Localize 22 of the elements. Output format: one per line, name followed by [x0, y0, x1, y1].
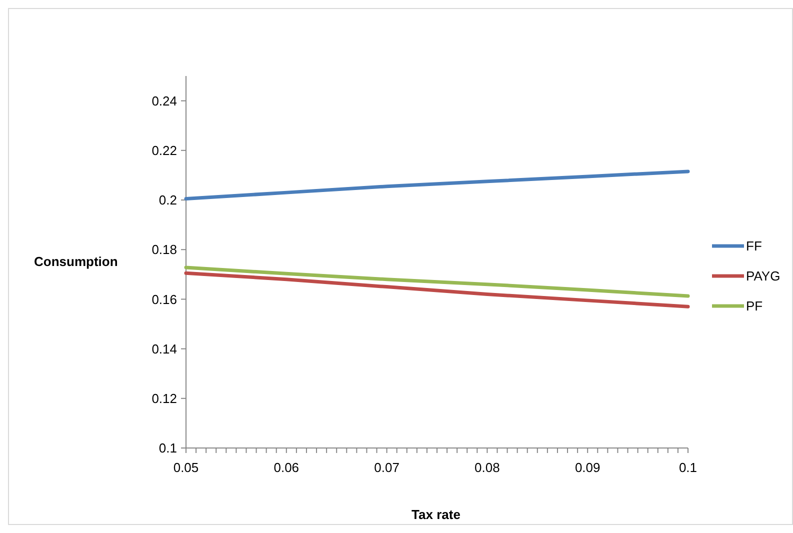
line-series [184, 266, 690, 298]
x-tick-label: 0.05 [173, 460, 199, 475]
y-tick-label: 0.16 [152, 292, 177, 307]
x-tick-label: 0.06 [274, 460, 300, 475]
x-tick-label: 0.09 [574, 460, 600, 475]
y-tick-label: 0.18 [152, 242, 177, 258]
y-tick-label: 0.22 [152, 142, 177, 158]
x-tick-label: 0.08 [474, 460, 500, 475]
y-tick-label: 0.1 [158, 440, 177, 456]
legend-label: PF [746, 298, 763, 314]
legend-label: FF [746, 238, 762, 254]
line-series [184, 170, 690, 201]
y-tick-label: 0.24 [152, 93, 177, 108]
x-tick-label: 0.07 [374, 460, 400, 475]
legend-label: PAYG [746, 268, 780, 284]
x-tick-label: 0.1 [678, 460, 698, 475]
x-axis-title: Tax rate [412, 507, 460, 522]
line-series [184, 271, 690, 308]
y-axis-title: Consumption [34, 254, 118, 269]
y-tick-label: 0.2 [158, 192, 177, 208]
y-tick-label: 0.14 [152, 341, 177, 356]
y-tick-label: 0.12 [152, 390, 177, 406]
